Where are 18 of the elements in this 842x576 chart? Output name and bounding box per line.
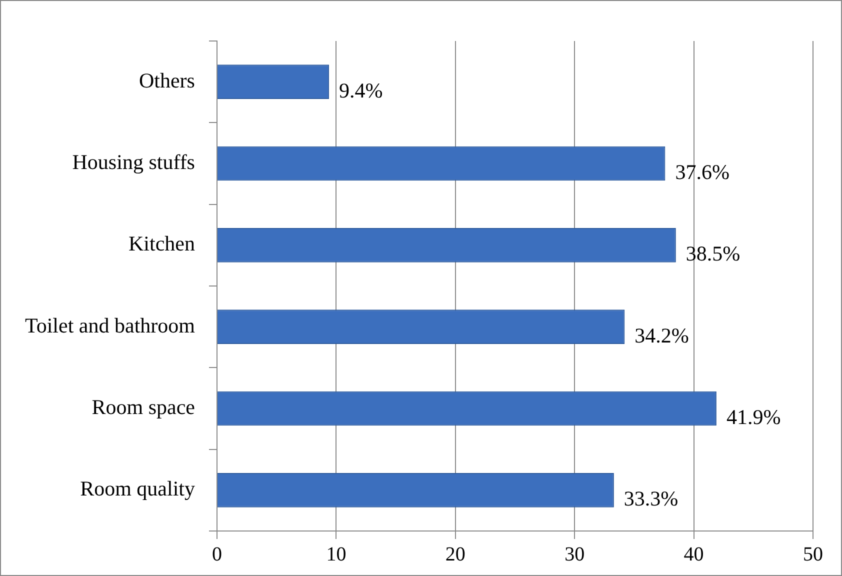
x-tick-label: 40 xyxy=(684,543,704,566)
y-tick-label: Room quality xyxy=(80,476,196,501)
data-label: 9.4% xyxy=(339,78,383,102)
data-label: 38.5% xyxy=(686,242,740,266)
data-label: 34.2% xyxy=(634,323,689,348)
x-tick-label: 30 xyxy=(564,543,585,566)
x-tick-label: 20 xyxy=(445,543,466,566)
x-tick-label: 10 xyxy=(326,543,346,566)
x-tick-label: 50 xyxy=(803,543,823,566)
y-tick-label: Others xyxy=(138,68,195,92)
y-tick-label: Toilet and bathroom xyxy=(24,313,195,338)
x-tick-label: 0 xyxy=(212,543,222,566)
y-tick-label: Kitchen xyxy=(128,232,196,256)
y-tick-label: Housing stuffs xyxy=(72,150,195,174)
data-label: 33.3% xyxy=(624,486,678,511)
data-label: 41.9% xyxy=(726,405,781,430)
data-label: 37.6% xyxy=(675,160,730,184)
y-tick-label: Room space xyxy=(92,395,195,420)
